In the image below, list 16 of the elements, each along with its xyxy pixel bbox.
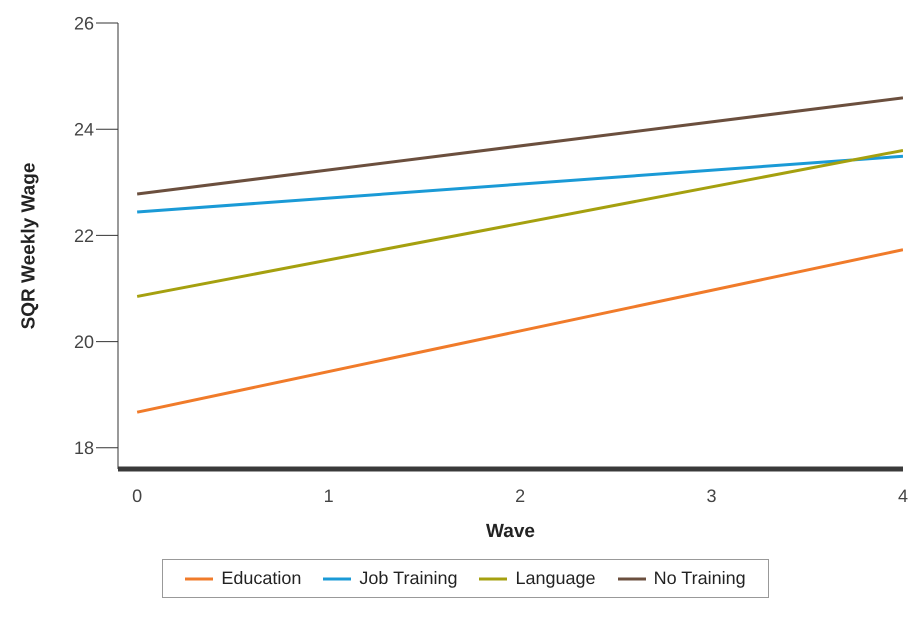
legend-label: Education [221,568,302,589]
legend-label: Language [515,568,596,589]
legend-label: Job Training [359,568,458,589]
x-tick-label: 2 [515,486,526,506]
x-tick-label: 4 [898,486,908,506]
legend-label: No Training [654,568,746,589]
x-tick-label: 1 [324,486,334,506]
y-tick-label: 18 [74,438,94,458]
y-tick-label: 24 [74,120,94,140]
y-tick-label: 20 [74,332,94,352]
x-tick-label: 0 [132,486,142,506]
x-axis-title: Wave [486,521,535,542]
y-tick-label: 22 [74,226,94,246]
x-tick-label: 3 [706,486,717,506]
y-tick-label: 26 [74,13,94,34]
y-axis-title: SQR Weekly Wage [18,162,40,330]
